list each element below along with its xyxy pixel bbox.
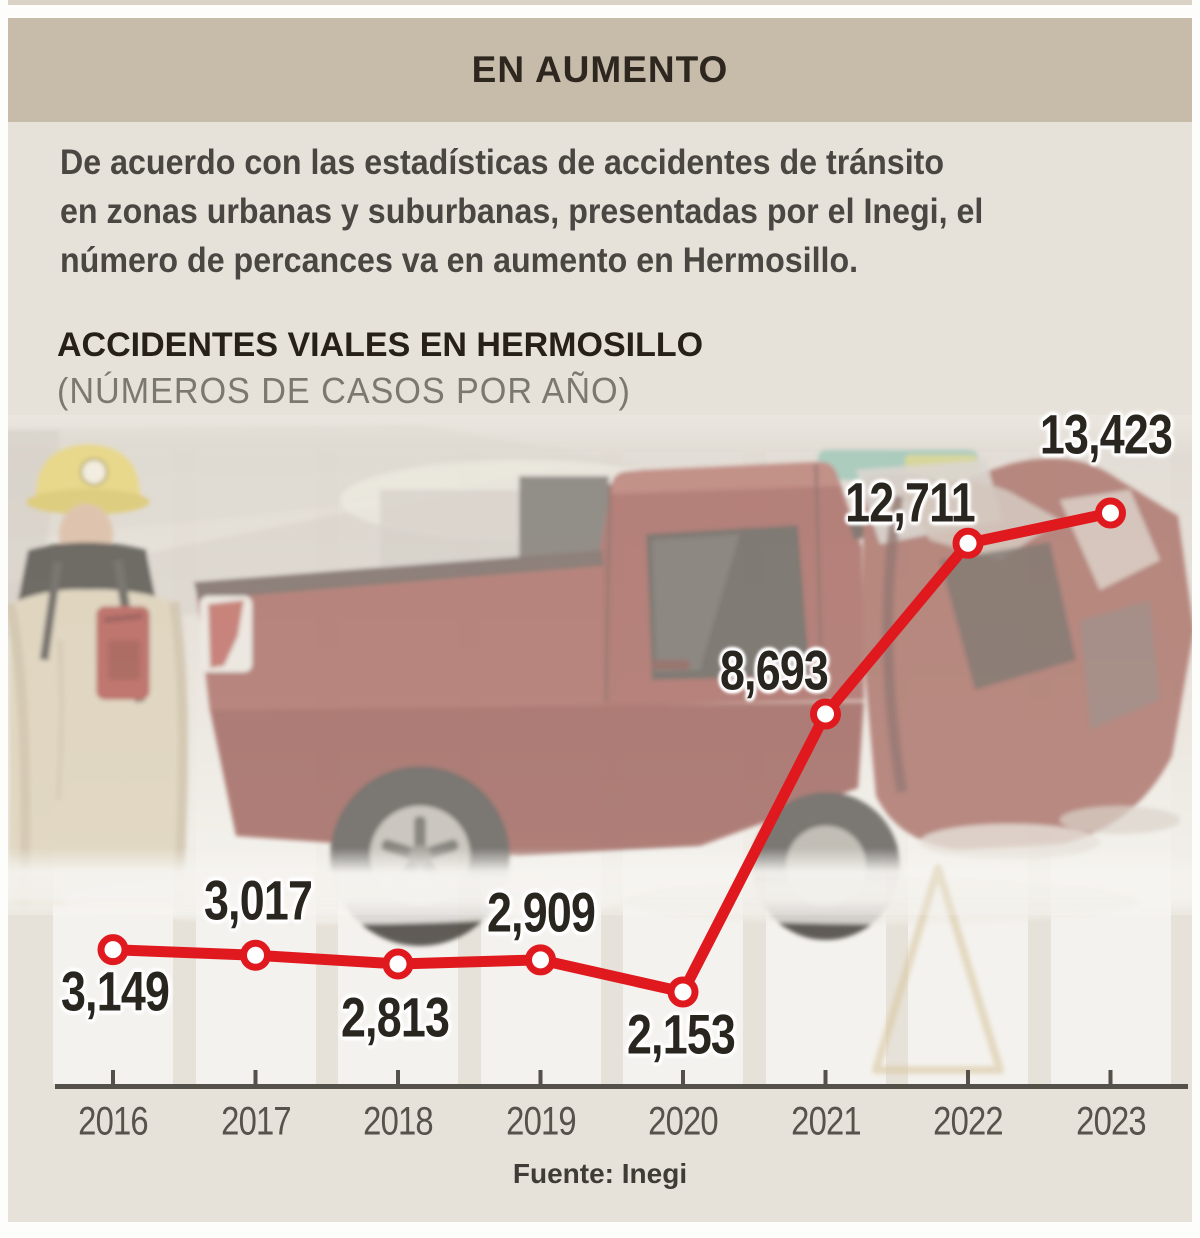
door-handle xyxy=(652,660,690,670)
top-edge-strip xyxy=(8,0,1192,5)
data-point-marker xyxy=(240,939,271,971)
photo-fade-veil xyxy=(0,415,1200,915)
pouch-pocket xyxy=(108,640,140,680)
truck-bed xyxy=(196,558,604,712)
data-point-marker xyxy=(97,934,129,966)
ground-mound-1 xyxy=(60,872,620,924)
intro-text: De acuerdo con las estadísticas de accid… xyxy=(60,143,984,280)
x-axis-tick xyxy=(966,1070,970,1084)
x-axis-tick xyxy=(111,1070,115,1084)
chart-subtitle: (NÚMEROS DE CASOS POR AÑO) xyxy=(57,370,631,411)
jacket-crease-mid xyxy=(55,639,65,801)
x-axis xyxy=(55,1070,1188,1089)
x-axis-tick xyxy=(253,1070,258,1084)
crash-cavity xyxy=(940,542,1076,690)
truck-bed-rail xyxy=(194,550,604,600)
ground-mound-2 xyxy=(620,880,1140,924)
dust-bank xyxy=(0,425,640,540)
source-credit: Fuente: Inegi xyxy=(512,1158,688,1189)
x-axis-tick xyxy=(538,1070,543,1084)
data-point-marker xyxy=(667,976,699,1008)
trend-line xyxy=(107,507,1116,998)
helmet-emblem xyxy=(79,457,109,487)
data-point-marker xyxy=(810,698,841,730)
x-axis-line xyxy=(55,1084,1188,1089)
page-title: EN AUMENTO xyxy=(471,49,729,90)
debris-pile-2 xyxy=(1060,806,1180,834)
top-margin xyxy=(0,5,1200,18)
x-axis-tick xyxy=(1108,1070,1113,1084)
data-point-marker xyxy=(952,527,984,559)
data-point-marker xyxy=(525,944,556,976)
bottom-margin xyxy=(0,1222,1200,1238)
line-series xyxy=(97,497,1126,1008)
taillight-mark xyxy=(208,600,244,668)
truck-roof xyxy=(610,461,840,494)
x-axis-tick xyxy=(396,1070,400,1084)
door-seam-rear xyxy=(604,483,612,703)
right-margin xyxy=(1192,0,1200,1238)
crash-scene xyxy=(0,425,1200,1074)
shoulder-strap xyxy=(39,561,63,661)
header-band: EN AUMENTO xyxy=(8,18,1192,122)
left-margin xyxy=(0,0,8,1238)
x-axis-tick xyxy=(681,1070,685,1084)
door-seam-front xyxy=(814,463,824,701)
chart-title: ACCIDENTES VIALES EN HERMOSILLO xyxy=(57,326,704,364)
data-point-marker xyxy=(1095,497,1126,529)
window-glint xyxy=(652,534,740,672)
x-axis-tick xyxy=(823,1070,828,1084)
crumple-highlight-1 xyxy=(900,480,1060,560)
helmet-brim xyxy=(26,489,150,515)
pouch-detail xyxy=(103,613,143,623)
warning-triangle xyxy=(872,864,1004,1074)
crash-debris-panel xyxy=(1080,600,1160,730)
data-point-marker xyxy=(382,948,414,980)
